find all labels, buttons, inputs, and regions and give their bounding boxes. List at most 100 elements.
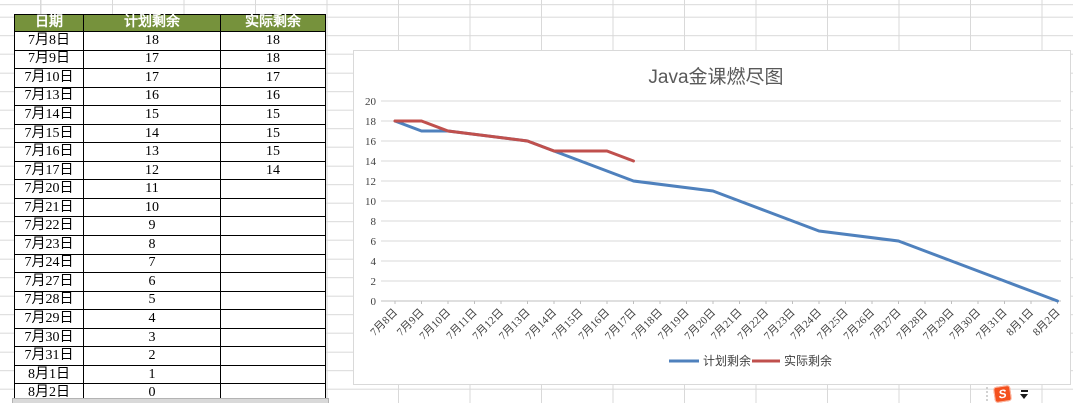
date-cell[interactable]: 7月8日: [14, 31, 84, 51]
actual-cell[interactable]: [220, 327, 326, 348]
legend-label-actual[interactable]: 实际剩余: [784, 353, 832, 368]
chevron-down-icon[interactable]: [1020, 393, 1028, 399]
date-cell[interactable]: 7月29日: [14, 309, 84, 329]
date-cell[interactable]: 7月15日: [14, 123, 84, 144]
planned-cell[interactable]: 6: [83, 272, 221, 292]
table-row: 7月14日 15 15: [14, 105, 326, 125]
actual-cell[interactable]: [220, 309, 326, 329]
burndown-table: 日期 计划剩余 实际剩余 7月8日 18 18 7月9日 17 18 7月10日 17 17 7月…: [14, 14, 326, 403]
col-header-planned[interactable]: 计划剩余: [83, 14, 221, 32]
actual-cell[interactable]: [220, 197, 326, 218]
planned-cell[interactable]: 7: [83, 253, 221, 274]
y-axis-tick-label: 4: [371, 256, 377, 268]
table-row: 7月30日 3: [14, 327, 326, 348]
table-row: 7月10日 17 17: [14, 68, 326, 88]
series-line-actual[interactable]: [393, 119, 635, 163]
table-row: 7月16日 13 15: [14, 142, 326, 162]
date-cell[interactable]: 8月1日: [14, 364, 84, 385]
date-cell[interactable]: 7月14日: [14, 105, 84, 125]
date-cell[interactable]: 7月17日: [14, 160, 84, 181]
planned-cell[interactable]: 10: [83, 197, 221, 218]
table-row: 7月15日 14 15: [14, 123, 326, 144]
col-header-actual[interactable]: 实际剩余: [220, 14, 326, 32]
planned-cell[interactable]: 14: [83, 123, 221, 144]
legend-label-planned[interactable]: 计划剩余: [703, 353, 751, 368]
actual-cell[interactable]: 18: [220, 49, 326, 70]
y-axis-tick-label: 6: [371, 236, 377, 248]
date-cell[interactable]: 7月31日: [14, 346, 84, 366]
date-cell[interactable]: 7月22日: [14, 216, 84, 237]
actual-cell[interactable]: [220, 179, 326, 199]
collapse-control[interactable]: [1020, 389, 1028, 399]
y-axis-tick-label: 20: [365, 96, 377, 108]
date-cell[interactable]: 7月24日: [14, 253, 84, 274]
actual-cell[interactable]: 15: [220, 105, 326, 125]
actual-cell[interactable]: [220, 253, 326, 274]
date-cell[interactable]: 7月10日: [14, 68, 84, 88]
y-axis-tick-label: 0: [371, 296, 377, 308]
date-cell[interactable]: 7月27日: [14, 272, 84, 292]
col-header-date[interactable]: 日期: [14, 14, 84, 32]
planned-cell[interactable]: 17: [83, 49, 221, 70]
table-row: 8月1日 1: [14, 364, 326, 385]
table-row: 7月22日 9: [14, 216, 326, 237]
actual-cell[interactable]: [220, 364, 326, 385]
table-header-row: 日期 计划剩余 实际剩余: [14, 14, 326, 32]
actual-cell[interactable]: 15: [220, 123, 326, 144]
planned-cell[interactable]: 18: [83, 31, 221, 51]
table-row: 7月13日 16 16: [14, 86, 326, 107]
planned-cell[interactable]: 1: [83, 364, 221, 385]
burndown-chart: Java金课燃尽图024681012141618207月8日7月9日7月10日7…: [365, 66, 1063, 368]
y-axis-tick-label: 12: [365, 176, 376, 188]
date-cell[interactable]: 7月9日: [14, 49, 84, 70]
chart-title[interactable]: Java金课燃尽图: [648, 66, 783, 88]
actual-cell[interactable]: 14: [220, 160, 326, 181]
series-line-planned[interactable]: [393, 119, 1059, 303]
planned-cell[interactable]: 4: [83, 309, 221, 329]
floating-widget: S: [986, 384, 1028, 403]
table-row: 7月17日 12 14: [14, 160, 326, 181]
s-logo-icon[interactable]: S: [992, 384, 1013, 403]
actual-cell[interactable]: 18: [220, 31, 326, 51]
table-row: 7月8日 18 18: [14, 31, 326, 51]
date-cell[interactable]: 7月20日: [14, 179, 84, 199]
actual-cell[interactable]: [220, 272, 326, 292]
y-axis-tick-label: 16: [365, 136, 377, 148]
planned-cell[interactable]: 2: [83, 346, 221, 366]
date-cell[interactable]: 7月30日: [14, 327, 84, 348]
planned-cell[interactable]: 16: [83, 86, 221, 107]
planned-cell[interactable]: 12: [83, 160, 221, 181]
planned-cell[interactable]: 9: [83, 216, 221, 237]
table-row: 7月23日 8: [14, 235, 326, 255]
date-cell[interactable]: 7月23日: [14, 235, 84, 255]
actual-cell[interactable]: 17: [220, 68, 326, 88]
drag-handle[interactable]: [986, 387, 988, 401]
actual-cell[interactable]: 15: [220, 142, 326, 162]
chart-area[interactable]: Java金课燃尽图 0 2 4 6 8 10 12 14 16 18 20 7月8日 7月9日 7月10日 7…: [353, 50, 1071, 385]
actual-cell[interactable]: 16: [220, 86, 326, 107]
bottom-strip: [12, 398, 329, 403]
table-row: 7月29日 4: [14, 309, 326, 329]
planned-cell[interactable]: 5: [83, 290, 221, 311]
date-cell[interactable]: 7月16日: [14, 142, 84, 162]
date-cell[interactable]: 7月21日: [14, 197, 84, 218]
minimize-icon[interactable]: [1020, 389, 1028, 392]
x-axis-tick-label: 7月8日: [368, 307, 400, 339]
planned-cell[interactable]: 13: [83, 142, 221, 162]
actual-cell[interactable]: [220, 216, 326, 237]
actual-cell[interactable]: [220, 346, 326, 366]
planned-cell[interactable]: 11: [83, 179, 221, 199]
x-axis-tick-label: 8月1日: [1004, 307, 1036, 339]
planned-cell[interactable]: 3: [83, 327, 221, 348]
actual-cell[interactable]: [220, 235, 326, 255]
y-axis-tick-label: 2: [371, 276, 377, 288]
actual-cell[interactable]: [220, 290, 326, 311]
table-row: 7月27日 6: [14, 272, 326, 292]
planned-cell[interactable]: 17: [83, 68, 221, 88]
planned-cell[interactable]: 8: [83, 235, 221, 255]
date-cell[interactable]: 7月28日: [14, 290, 84, 311]
planned-cell[interactable]: 15: [83, 105, 221, 125]
table-row: 7月9日 17 18: [14, 49, 326, 70]
date-cell[interactable]: 7月13日: [14, 86, 84, 107]
